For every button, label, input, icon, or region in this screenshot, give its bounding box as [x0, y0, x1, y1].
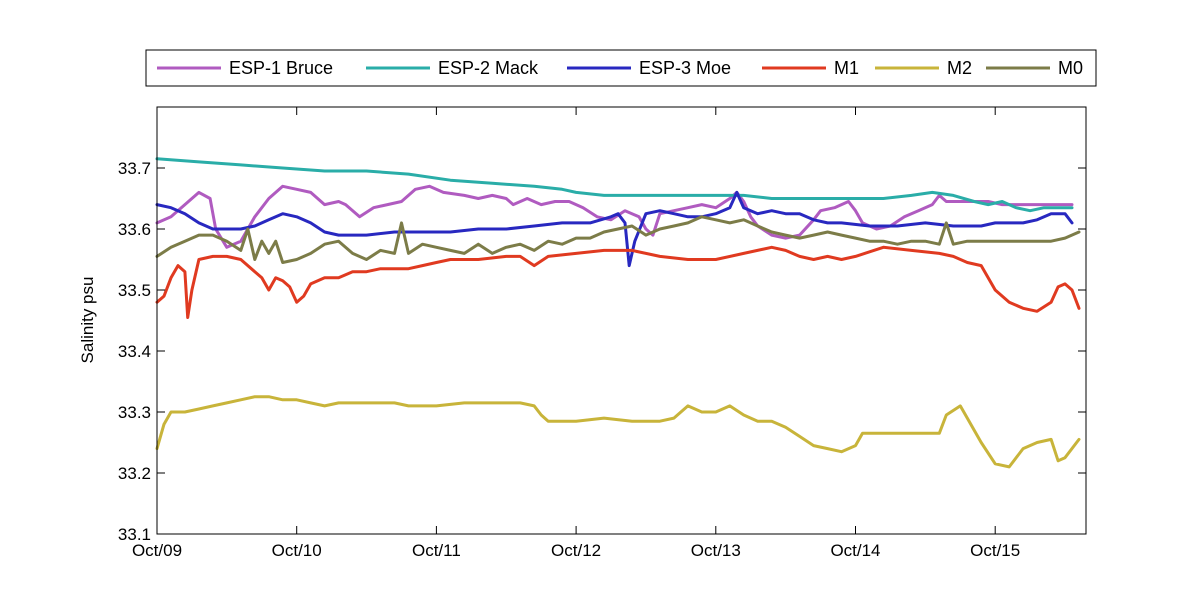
- x-tick-label-0: Oct/09: [132, 541, 182, 560]
- y-tick-label-3: 33.4: [118, 342, 151, 361]
- ticks-layer: 33.1 33.2 33.3 33.4 33.5 33.6 33.7 Oct/09 Oct/10…: [118, 107, 1086, 560]
- legend-label-4: M2: [947, 58, 972, 78]
- series-line-4: [155, 395, 1081, 469]
- legend-label-2: ESP-3 Moe: [639, 58, 731, 78]
- y-tick-label-2: 33.3: [118, 403, 151, 422]
- y-tick-label-0: 33.1: [118, 525, 151, 544]
- series-line-3: [155, 245, 1081, 319]
- x-tick-label-3: Oct/12: [551, 541, 601, 560]
- x-tick-label-1: Oct/10: [272, 541, 322, 560]
- legend-label-5: M0: [1058, 58, 1083, 78]
- plot-area: [157, 107, 1086, 534]
- y-tick-label-1: 33.2: [118, 464, 151, 483]
- y-tick-label-5: 33.6: [118, 220, 151, 239]
- y-tick-label-6: 33.7: [118, 159, 151, 178]
- series-layer: [155, 157, 1081, 469]
- series-line-0: [155, 184, 1074, 249]
- x-tick-label-4: Oct/13: [691, 541, 741, 560]
- y-axis-label: Salinity psu: [78, 277, 97, 364]
- series-line-1: [155, 157, 1074, 213]
- legend-label-3: M1: [834, 58, 859, 78]
- plot-frame: [156, 106, 1087, 535]
- x-tick-label-6: Oct/15: [970, 541, 1020, 560]
- series-line-5: [155, 215, 1081, 264]
- y-tick-label-4: 33.5: [118, 281, 151, 300]
- x-tick-label-5: Oct/14: [830, 541, 880, 560]
- series-line-2: [155, 190, 1074, 268]
- legend: ESP-1 Bruce ESP-2 Mack ESP-3 Moe M1 M2 M0: [145, 49, 1097, 87]
- legend-label-1: ESP-2 Mack: [438, 58, 539, 78]
- x-tick-label-2: Oct/11: [412, 541, 461, 560]
- legend-label-0: ESP-1 Bruce: [229, 58, 333, 78]
